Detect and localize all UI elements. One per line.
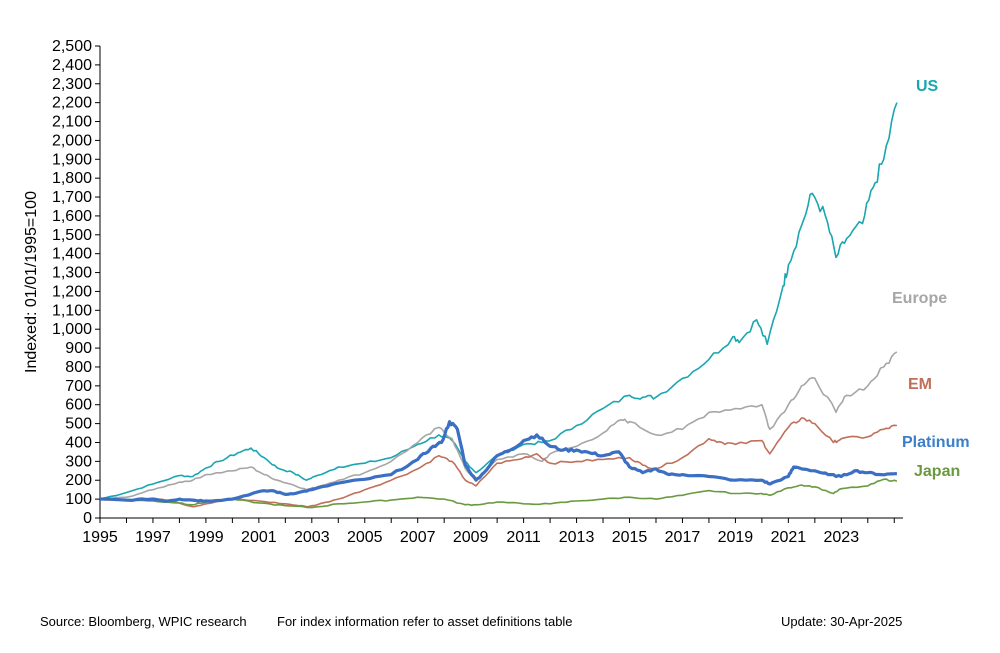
x-tick-label: 2021: [771, 529, 807, 546]
y-tick-label: 900: [65, 340, 92, 357]
y-tick-label: 1,300: [52, 265, 92, 282]
y-tick-label: 1,200: [52, 283, 92, 300]
y-tick-label: 400: [65, 434, 92, 451]
y-tick-label: 100: [65, 491, 92, 508]
series-lines: [99, 102, 898, 509]
y-tick-label: 2,400: [52, 57, 92, 74]
series-label-europe: Europe: [892, 290, 947, 307]
series-label-japan: Japan: [914, 463, 960, 480]
y-tick-label: 2,100: [52, 114, 92, 131]
x-tick-label: 2015: [612, 529, 648, 546]
series-line-em: [99, 417, 897, 508]
y-tick-label: 1,100: [52, 302, 92, 319]
x-tick-label: 2001: [241, 529, 277, 546]
x-tick-label: 1999: [188, 529, 224, 546]
index-note: For index information refer to asset def…: [277, 614, 573, 629]
y-tick-label: 1,500: [52, 227, 92, 244]
y-tick-label: 2,000: [52, 132, 92, 149]
series-line-us: [99, 102, 898, 500]
y-tick-label: 1,700: [52, 189, 92, 206]
x-tick-label: 2007: [400, 529, 436, 546]
source-note: Source: Bloomberg, WPIC research: [40, 614, 247, 629]
series-label-us: US: [916, 78, 939, 95]
y-tick-label: 1,400: [52, 246, 92, 263]
series-line-platinum: [99, 420, 897, 503]
y-tick-label: 1,600: [52, 208, 92, 225]
x-tick-label: 2019: [718, 529, 754, 546]
y-tick-label: 0: [83, 510, 92, 527]
y-tick-label: 200: [65, 472, 92, 489]
update-date: Update: 30-Apr-2025: [781, 614, 903, 629]
y-tick-label: 800: [65, 359, 92, 376]
x-tick-label: 2017: [665, 529, 701, 546]
y-tick-label: 1,000: [52, 321, 92, 338]
y-tick-label: 500: [65, 416, 92, 433]
series-label-em: EM: [908, 376, 932, 393]
series-label-platinum: Platinum: [902, 434, 970, 451]
x-tick-label: 2013: [559, 529, 595, 546]
series-line-japan: [99, 478, 898, 509]
y-axis-label: Indexed: 01/01/1995=100: [23, 191, 40, 373]
x-tick-label: 2005: [347, 529, 383, 546]
x-tick-label: 2009: [453, 529, 489, 546]
x-tick-label: 2011: [506, 529, 541, 546]
y-tick-label: 2,200: [52, 95, 92, 112]
x-tick-label: 2023: [824, 529, 860, 546]
y-tick-label: 300: [65, 453, 92, 470]
y-tick-label: 2,500: [52, 38, 92, 55]
x-tick-label: 1997: [135, 529, 171, 546]
y-tick-label: 1,900: [52, 151, 92, 168]
y-tick-label: 600: [65, 397, 92, 414]
y-tick-label: 2,300: [52, 76, 92, 93]
y-tick-label: 700: [65, 378, 92, 395]
x-tick-label: 1995: [82, 529, 118, 546]
y-tick-label: 1,800: [52, 170, 92, 187]
x-tick-label: 2003: [294, 529, 330, 546]
series-line-europe: [99, 351, 898, 500]
x-axis-ticks: 1995 1997 1999 2001 2003 2005 2007 2009 2011 2013…: [82, 518, 895, 546]
